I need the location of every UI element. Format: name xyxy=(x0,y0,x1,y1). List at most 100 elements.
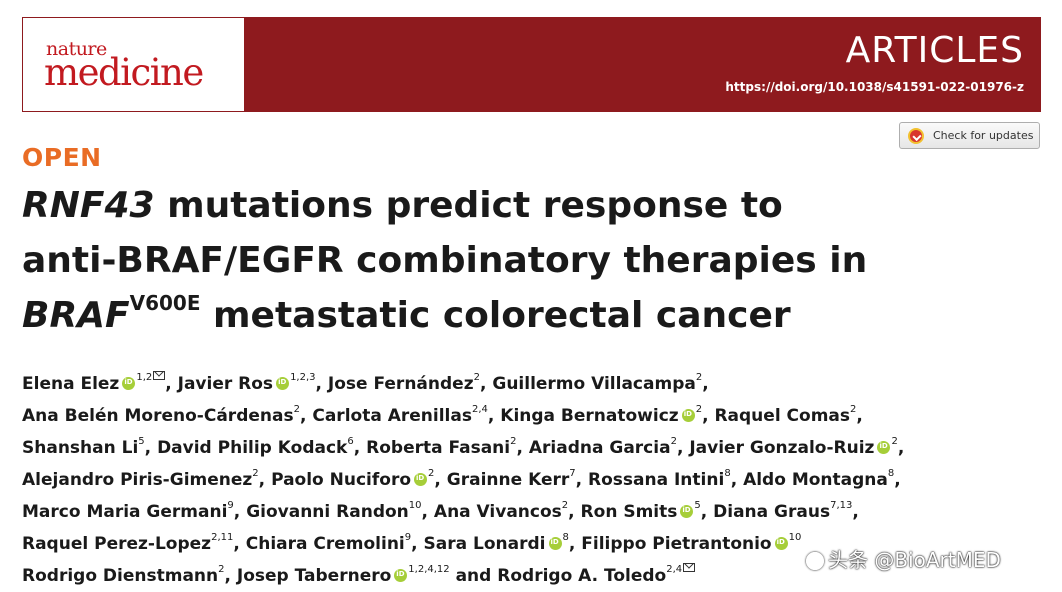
title-line-1: RNF43 mutations predict response to xyxy=(22,178,1022,233)
author-name[interactable]: Javier Gonzalo-Ruiz xyxy=(689,438,875,458)
crossmark-icon xyxy=(908,128,924,144)
author-line: Raquel Perez-Lopez2,11, Chiara Cremolini… xyxy=(22,528,1052,560)
author-name[interactable]: Aldo Montagna xyxy=(743,470,888,490)
author-name[interactable]: Rodrigo Dienstmann xyxy=(22,566,219,586)
check-for-updates-button[interactable]: Check for updates xyxy=(899,122,1040,149)
doi-link[interactable]: https://doi.org/10.1038/s41591-022-01976… xyxy=(725,80,1024,94)
affiliation-superscript[interactable]: 8 xyxy=(724,468,731,480)
author-name[interactable]: Rodrigo A. Toledo xyxy=(497,566,667,586)
title-line-2: anti-BRAF/EGFR combinatory therapies in xyxy=(22,240,868,281)
author-separator: , xyxy=(730,470,744,490)
author-name[interactable]: Paolo Nuciforo xyxy=(271,470,412,490)
author-name[interactable]: Ana Belén Moreno-Cárdenas xyxy=(22,406,294,426)
author-name[interactable]: Ariadna Garcia xyxy=(528,438,671,458)
author-name[interactable]: Marco Maria Germani xyxy=(22,502,228,522)
author-name[interactable]: Shanshan Li xyxy=(22,438,139,458)
author-name[interactable]: Elena Elez xyxy=(22,374,120,394)
journal-logo[interactable]: nature medicine xyxy=(22,17,245,112)
email-icon[interactable] xyxy=(683,563,696,572)
orcid-icon[interactable] xyxy=(394,569,408,582)
author-separator: , xyxy=(897,438,905,458)
author-name[interactable]: Jose Fernández xyxy=(327,374,474,394)
author-name[interactable]: Rossana Intini xyxy=(588,470,725,490)
author-name[interactable]: Filippo Pietrantonio xyxy=(581,534,772,554)
affiliation-superscript[interactable]: 2 xyxy=(293,404,300,416)
affiliation-superscript[interactable]: 2 xyxy=(561,500,569,512)
orcid-icon[interactable] xyxy=(548,537,562,550)
author-separator: , xyxy=(315,374,328,394)
author-name[interactable]: Raquel Comas xyxy=(714,406,851,426)
orcid-icon[interactable] xyxy=(681,409,695,422)
email-icon[interactable] xyxy=(153,371,166,380)
check-for-updates-label: Check for updates xyxy=(933,129,1034,142)
article-title: RNF43 mutations predict response to anti… xyxy=(22,178,1022,343)
orcid-icon[interactable] xyxy=(877,441,891,454)
orcid-icon[interactable] xyxy=(414,473,428,486)
journal-banner: nature medicine ARTICLES https://doi.org… xyxy=(22,17,1041,112)
author-separator: , xyxy=(144,438,158,458)
affiliation-superscript[interactable]: 7 xyxy=(569,468,576,480)
affiliation-superscript[interactable]: 2 xyxy=(670,436,677,448)
orcid-icon[interactable] xyxy=(774,537,788,550)
author-separator: , xyxy=(568,534,582,554)
author-separator: , xyxy=(233,534,246,554)
affiliation-superscript[interactable]: 6 xyxy=(347,436,354,448)
author-name[interactable]: Carlota Arenillas xyxy=(312,406,472,426)
affiliation-superscript[interactable]: 2 xyxy=(252,468,259,480)
author-name[interactable]: Josep Tabernero xyxy=(236,566,392,586)
author-list: Elena Elez 1,2, Javier Ros 1,2,3, Jose Fer… xyxy=(22,368,1052,592)
author-name[interactable]: Roberta Fasani xyxy=(366,438,511,458)
author-separator: , xyxy=(487,406,501,426)
affiliation-superscript[interactable]: 2,11 xyxy=(211,532,234,544)
author-name[interactable]: Ana Vivancos xyxy=(433,502,562,522)
author-name[interactable]: David Philip Kodack xyxy=(157,438,348,458)
author-separator: , xyxy=(702,406,715,426)
author-name[interactable]: Chiara Cremolini xyxy=(245,534,405,554)
author-name[interactable]: Kinga Bernatowicz xyxy=(500,406,679,426)
affiliation-superscript[interactable]: 9 xyxy=(404,532,412,544)
affiliation-superscript[interactable]: 5 xyxy=(694,500,701,512)
author-name[interactable]: Guillermo Villacampa xyxy=(492,374,696,394)
affiliation-superscript[interactable]: 10 xyxy=(408,500,422,512)
affiliation-superscript[interactable]: 8 xyxy=(562,532,569,544)
affiliation-superscript[interactable]: 1,2,4,12 xyxy=(408,564,450,576)
author-separator: , xyxy=(258,470,272,490)
logo-medicine-text: medicine xyxy=(44,51,204,94)
author-name[interactable]: Javier Ros xyxy=(177,374,274,394)
affiliation-superscript[interactable]: 2 xyxy=(695,404,703,416)
affiliation-superscript[interactable]: 2 xyxy=(891,436,898,448)
affiliation-superscript[interactable]: 2 xyxy=(473,372,480,384)
affiliation-superscript[interactable]: 2 xyxy=(428,468,435,480)
author-line: Alejandro Piris-Gimenez2, Paolo Nuciforo… xyxy=(22,464,1052,496)
section-label: ARTICLES xyxy=(845,30,1024,71)
orcid-icon[interactable] xyxy=(122,377,136,390)
title-line-3: BRAFV600E metastatic colorectal cancer xyxy=(22,288,1022,343)
author-name[interactable]: Grainne Kerr xyxy=(446,470,570,490)
affiliation-superscript[interactable]: 8 xyxy=(887,468,895,480)
author-name[interactable]: Giovanni Randon xyxy=(246,502,409,522)
orcid-icon[interactable] xyxy=(276,377,290,390)
author-name[interactable]: Sara Lonardi xyxy=(423,534,546,554)
author-separator: , xyxy=(165,374,178,394)
affiliation-superscript[interactable]: 10 xyxy=(788,532,802,544)
affiliation-superscript[interactable]: 1,2 xyxy=(136,372,153,384)
affiliation-superscript[interactable]: 2 xyxy=(510,436,517,448)
affiliation-superscript[interactable]: 2 xyxy=(218,564,225,576)
author-name[interactable]: Alejandro Piris-Gimenez xyxy=(22,470,253,490)
watermark: 头条 @BioArtMED xyxy=(806,546,1051,574)
affiliation-superscript[interactable]: 1,2,3 xyxy=(290,372,316,384)
author-name[interactable]: Ron Smits xyxy=(580,502,678,522)
author-name[interactable]: Raquel Perez-Lopez xyxy=(22,534,212,554)
author-name[interactable]: Diana Graus xyxy=(713,502,831,522)
affiliation-superscript[interactable]: 2,4 xyxy=(666,564,683,576)
affiliation-superscript[interactable]: 5 xyxy=(138,436,145,448)
affiliation-superscript[interactable]: 7,13 xyxy=(830,500,853,512)
affiliation-superscript[interactable]: 2,4 xyxy=(471,404,488,416)
affiliation-superscript[interactable]: 2 xyxy=(850,404,857,416)
orcid-icon[interactable] xyxy=(680,505,694,518)
author-separator: and xyxy=(449,566,498,586)
affiliation-superscript[interactable]: 9 xyxy=(227,500,234,512)
affiliation-superscript[interactable]: 2 xyxy=(695,372,703,384)
author-separator: , xyxy=(702,374,709,394)
author-line: Rodrigo Dienstmann2, Josep Tabernero 1,2,… xyxy=(22,560,1052,592)
